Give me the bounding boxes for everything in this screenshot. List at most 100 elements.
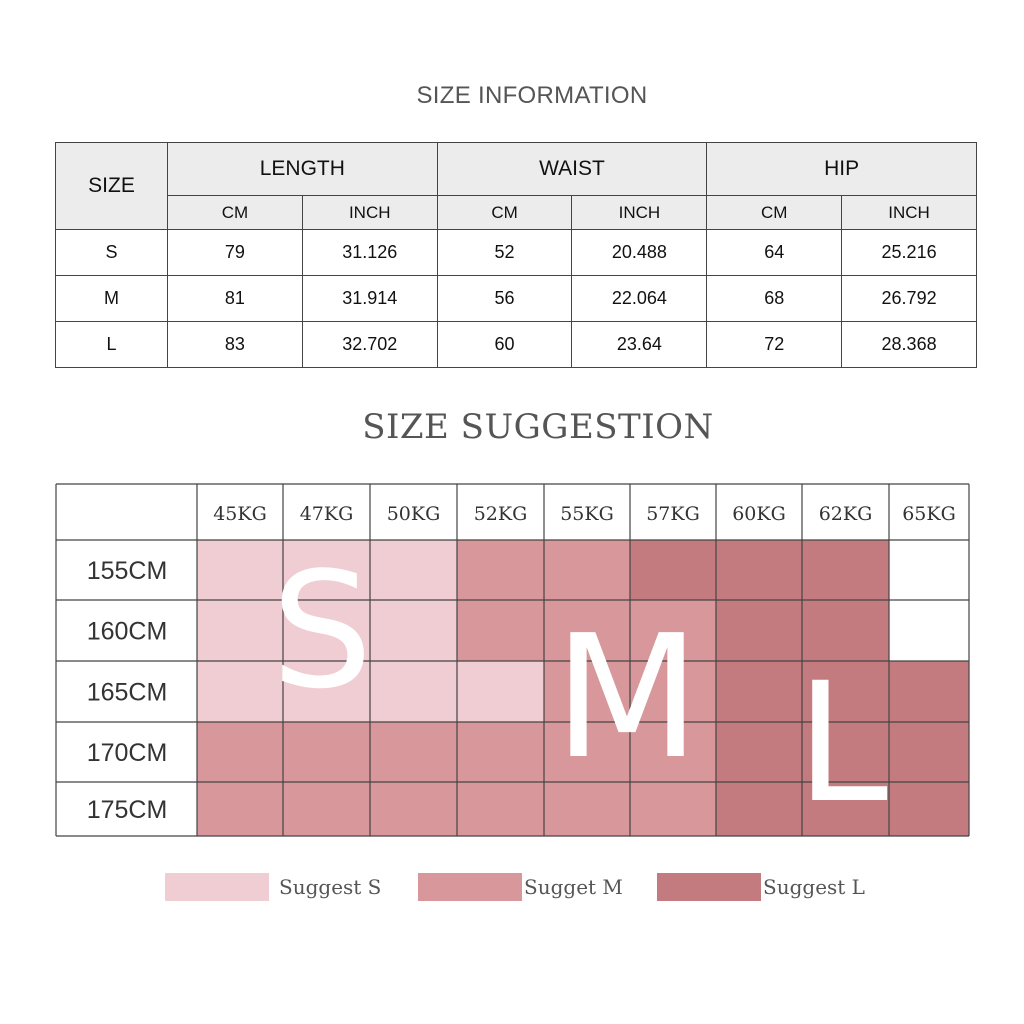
- grid-cell-m: [457, 782, 544, 836]
- legend-item-s: Suggest S: [165, 872, 381, 902]
- table-row: L 83 32.702 60 23.64 72 28.368: [55, 321, 977, 368]
- grid-cell-l: [802, 540, 889, 600]
- unit-header: INCH: [301, 195, 438, 230]
- weight-header: 47KG: [300, 503, 354, 525]
- grid-cell-m: [197, 782, 283, 836]
- legend-item-m: Sugget M: [418, 872, 623, 902]
- weight-header: 65KG: [902, 503, 956, 525]
- table-cell: 20.488: [571, 229, 708, 276]
- legend-swatch-s: [165, 873, 269, 901]
- weight-header: 45KG: [213, 503, 267, 525]
- size-information-table: SIZE LENGTH WAIST HIP CM INCH CM INCH CM…: [55, 142, 977, 368]
- grid-cell-l: [889, 661, 969, 722]
- grid-cell-s: [370, 600, 457, 661]
- size-suggestion-title: SIZE SUGGESTION: [362, 407, 714, 447]
- big-letter-s: S: [271, 537, 373, 724]
- grid-cell-s: [197, 661, 283, 722]
- weight-header: 55KG: [560, 503, 614, 525]
- table-row: M 81 31.914 56 22.064 68 26.792: [55, 275, 977, 322]
- grid-cell-s: [197, 540, 283, 600]
- table-cell: 79: [167, 229, 303, 276]
- grid-cell-l: [630, 540, 716, 600]
- table-cell: 60: [436, 321, 573, 368]
- grid-cell-m: [630, 722, 716, 782]
- grid-cell-l: [716, 722, 802, 782]
- table-cell: 32.702: [301, 321, 438, 368]
- table-cell: 83: [167, 321, 303, 368]
- legend-label: Suggest S: [279, 875, 382, 899]
- waist-header: WAIST: [436, 142, 708, 196]
- legend-swatch-m: [418, 873, 522, 901]
- grid-cell-m: [370, 782, 457, 836]
- grid-cell-m: [197, 722, 283, 782]
- big-letter-m: M: [554, 599, 701, 797]
- grid-cell-m: [630, 661, 716, 722]
- grid-cell-l: [716, 661, 802, 722]
- legend-swatch-l: [657, 873, 761, 901]
- grid-cell-m: [630, 600, 716, 661]
- unit-header: CM: [436, 195, 573, 230]
- grid-cell-l: [802, 782, 889, 836]
- table-cell: 68: [706, 275, 843, 322]
- grid-cell-empty: [889, 600, 969, 661]
- weight-header: 57KG: [646, 503, 700, 525]
- table-cell: 72: [706, 321, 843, 368]
- length-header: LENGTH: [167, 142, 438, 196]
- legend-label: Suggest L: [763, 875, 865, 899]
- grid-cell-l: [889, 782, 969, 836]
- grid-cell-l: [716, 600, 802, 661]
- table-cell: 25.216: [841, 229, 977, 276]
- big-letter-l: L: [796, 647, 888, 839]
- weight-header: 60KG: [732, 503, 786, 525]
- table-row: S 79 31.126 52 20.488 64 25.216: [55, 229, 977, 276]
- legend-label: Sugget M: [524, 875, 623, 899]
- grid-cell-m: [630, 782, 716, 836]
- grid-cell-l: [716, 540, 802, 600]
- grid-cell-l: [889, 722, 969, 782]
- hip-header: HIP: [706, 142, 977, 196]
- weight-header: 50KG: [387, 503, 441, 525]
- unit-header: CM: [706, 195, 843, 230]
- height-header: 165CM: [87, 679, 168, 707]
- grid-cell-s: [283, 540, 370, 600]
- size-column-header: SIZE: [55, 142, 168, 230]
- size-label: S: [55, 229, 168, 276]
- grid-cell-empty: [889, 540, 969, 600]
- grid-cell-m: [457, 600, 544, 661]
- grid-cell-m: [283, 782, 370, 836]
- table-cell: 23.64: [571, 321, 708, 368]
- grid-cell-s: [370, 540, 457, 600]
- grid-cell-s: [283, 600, 370, 661]
- grid-cell-m: [283, 722, 370, 782]
- grid-cell-s: [370, 661, 457, 722]
- grid-cell-m: [544, 722, 630, 782]
- weight-header: 62KG: [819, 503, 873, 525]
- grid-cell-m: [544, 661, 630, 722]
- unit-header: INCH: [571, 195, 708, 230]
- height-header: 160CM: [87, 618, 168, 646]
- table-cell: 31.126: [301, 229, 438, 276]
- grid-cell-l: [802, 661, 889, 722]
- unit-header: CM: [167, 195, 303, 230]
- size-label: L: [55, 321, 168, 368]
- grid-cell-s: [283, 661, 370, 722]
- size-label: M: [55, 275, 168, 322]
- grid-cell-m: [370, 722, 457, 782]
- grid-cell-s: [457, 661, 544, 722]
- unit-header: INCH: [841, 195, 977, 230]
- grid-cell-m: [544, 782, 630, 836]
- table-cell: 28.368: [841, 321, 977, 368]
- height-header: 175CM: [87, 796, 168, 824]
- height-header: 170CM: [87, 739, 168, 767]
- legend-item-l: Suggest L: [657, 872, 865, 902]
- grid-cell-l: [716, 782, 802, 836]
- grid-cell-m: [457, 540, 544, 600]
- table-cell: 22.064: [571, 275, 708, 322]
- grid-cell-l: [802, 600, 889, 661]
- grid-cell-l: [802, 722, 889, 782]
- grid-cell-m: [457, 722, 544, 782]
- grid-cell-m: [544, 600, 630, 661]
- grid-cell-m: [544, 540, 630, 600]
- height-header: 155CM: [87, 557, 168, 585]
